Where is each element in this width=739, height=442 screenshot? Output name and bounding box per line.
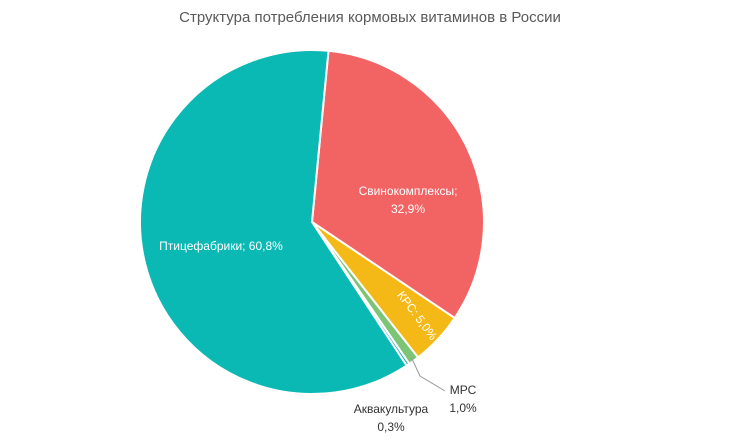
pie-slice-4 (139, 49, 409, 395)
slice-label-4: Птицефабрики; 60,8% (159, 239, 283, 253)
pie-slice-0 (310, 49, 485, 320)
pie-slices (139, 49, 485, 395)
chart-title: Структура потребления кормовых витаминов… (179, 9, 561, 26)
slice-label-2: МРС 1,0% (449, 383, 477, 415)
slice-label-3: Аквакультура 0,3% (354, 402, 429, 434)
slice-label-0: Свинокомплексы; 32,9% (359, 184, 458, 216)
leader-line-mrs (410, 357, 446, 392)
